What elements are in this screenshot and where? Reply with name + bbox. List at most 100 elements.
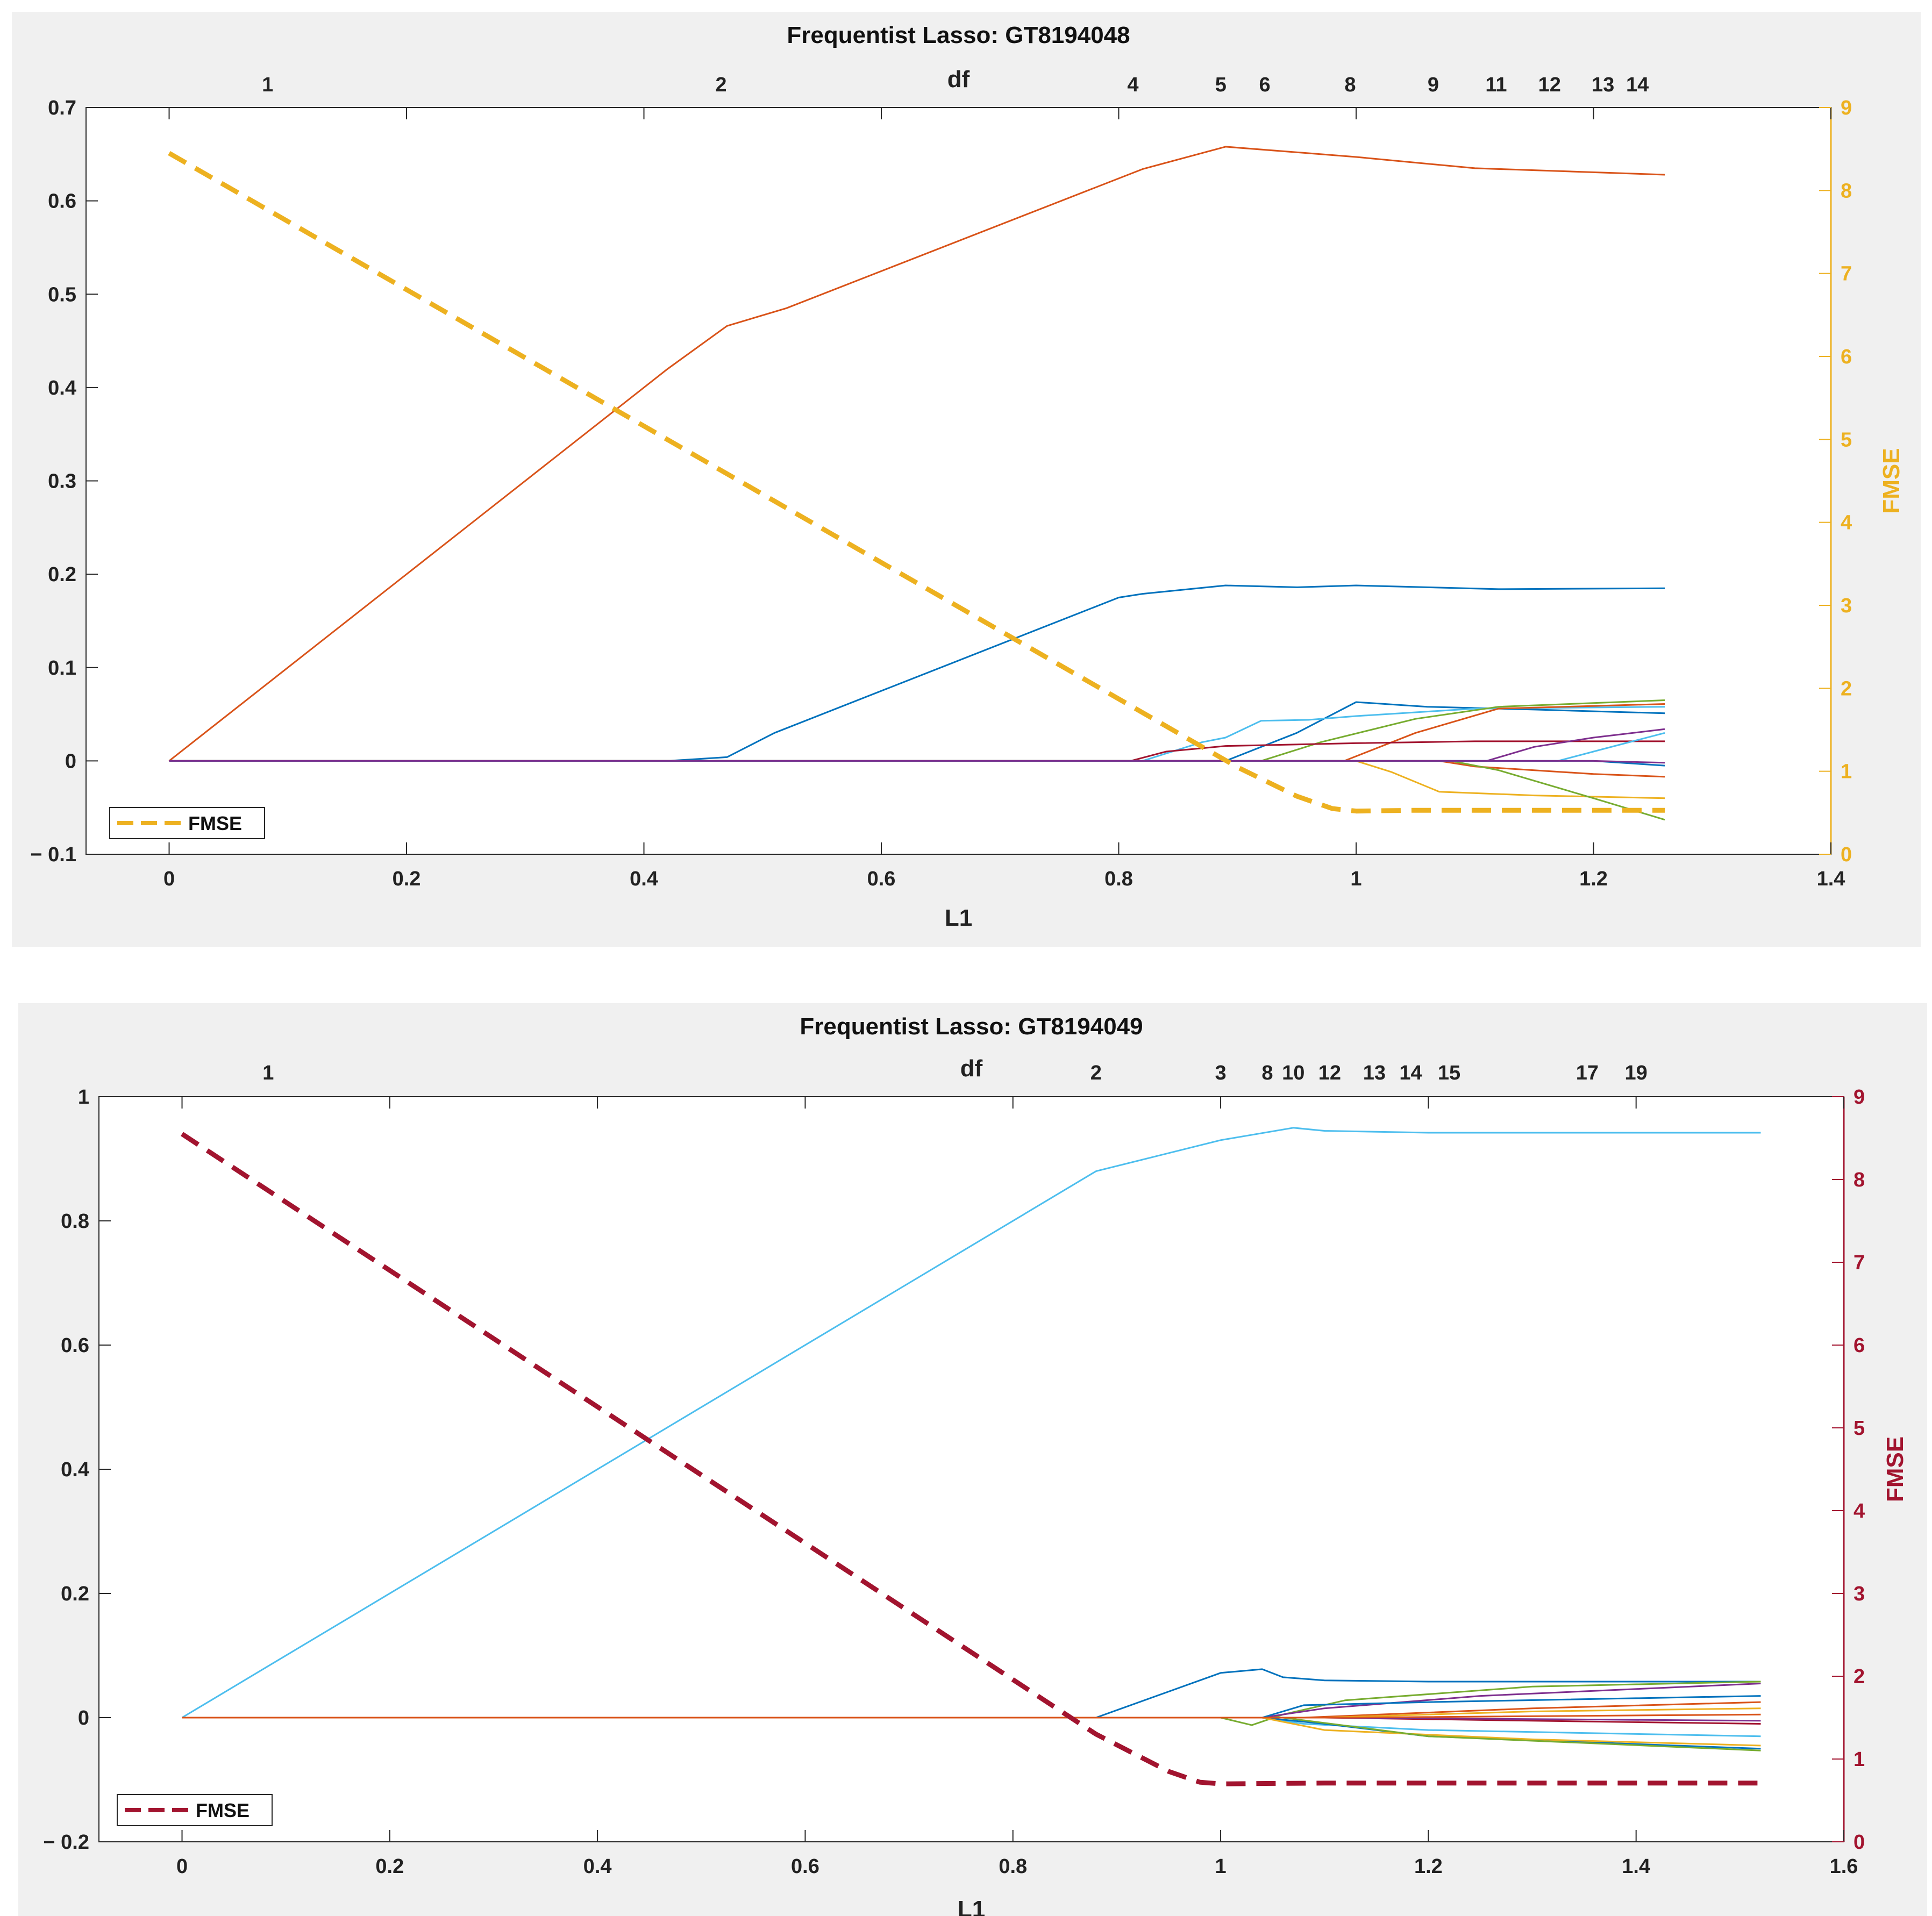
- chart-2-y2tick-label: 5: [1853, 1417, 1865, 1440]
- chart-1-xtick-label: 0.6: [867, 868, 896, 890]
- chart-1-xtick-label: 0.4: [630, 868, 658, 890]
- chart-1-coef-path-2: [169, 584, 1665, 762]
- chart-1-y2tick-label: 3: [1841, 595, 1852, 617]
- chart-panel-1: Frequentist Lasso: GT8194048 0 0.2 0.4 0.6 0.…: [12, 12, 1921, 947]
- chart-1-plot-area: [85, 107, 1831, 855]
- chart-1-legend-box: [109, 807, 265, 839]
- chart-2-df-tick-label: 2: [1090, 1062, 1102, 1084]
- chart-2-xtick-label: 1.6: [1830, 1855, 1858, 1878]
- chart-2-legend-label: FMSE: [196, 1799, 249, 1821]
- chart-1-ytick-label: 0.5: [48, 283, 76, 306]
- chart-2-xtick-label: 0.4: [583, 1855, 612, 1878]
- chart-1-ytick-label: − 0.1: [30, 843, 76, 866]
- chart-1-y2tick-label: 7: [1841, 263, 1852, 285]
- chart-2-df-tick-label: 3: [1215, 1062, 1227, 1084]
- chart-1-df-tick-label: 11: [1485, 74, 1507, 96]
- chart-1-xtick-label: 1: [1350, 868, 1361, 890]
- chart-1-coef-path-14: [169, 760, 1665, 764]
- chart-1-ytick-label: 0.1: [48, 657, 76, 680]
- chart-2-ytick-label: 0: [78, 1707, 89, 1729]
- chart-1-coefficient-paths: [168, 146, 1665, 821]
- chart-2-ytick-label: 0.6: [61, 1334, 89, 1357]
- chart-2-y2tick-label: 0: [1853, 1831, 1865, 1854]
- chart-1-title: Frequentist Lasso: GT8194048: [787, 22, 1130, 48]
- chart-2-y2tick-label: 8: [1853, 1169, 1865, 1191]
- chart-1-df-tick-label: 8: [1344, 74, 1356, 96]
- chart-2-df-tick-label: 15: [1438, 1062, 1460, 1084]
- chart-1-xtick-label: 1.2: [1579, 868, 1608, 890]
- chart-1-y2tick-label: 6: [1841, 346, 1852, 368]
- chart-1-df-tick-label: 2: [715, 74, 726, 96]
- chart-1-y2tick-label: 9: [1841, 97, 1852, 119]
- chart-2-ytick-label: 0.4: [61, 1459, 89, 1481]
- chart-1-coef-path-1: [168, 146, 1665, 762]
- chart-2-ytick-label: − 0.2: [43, 1831, 89, 1854]
- chart-1-y2tick-label: 4: [1841, 512, 1852, 534]
- chart-2-y2tick-label: 7: [1853, 1252, 1865, 1274]
- chart-2-fmse-line: [181, 1132, 1761, 1786]
- chart-1-df-tick-label: 12: [1538, 74, 1561, 96]
- chart-2-legend-box: [117, 1794, 273, 1826]
- chart-2-y2-axis-label: FMSE: [1882, 1436, 1908, 1502]
- chart-1-xtick-label: 0.8: [1104, 868, 1133, 890]
- chart-2-y2tick-label: 1: [1853, 1748, 1865, 1771]
- chart-2-df-label: df: [960, 1055, 983, 1082]
- chart-1-y2tick-label: 5: [1841, 428, 1852, 451]
- chart-2-plot-area: [98, 1096, 1844, 1842]
- chart-1-x-axis-label: L1: [945, 905, 972, 931]
- chart-2-ytick-label: 0.2: [61, 1583, 89, 1605]
- chart-2-df-tick-label: 13: [1363, 1062, 1386, 1084]
- chart-2-xtick-label: 0.2: [375, 1855, 404, 1878]
- chart-1-df-tick-label: 5: [1215, 74, 1227, 96]
- chart-1-df-tick-label: 13: [1592, 74, 1614, 96]
- chart-2-coefficient-paths: [181, 1127, 1761, 1751]
- chart-2-df-tick-label: 14: [1399, 1062, 1422, 1084]
- chart-2-coef-path-2: [182, 1668, 1761, 1719]
- chart-panel-2: Frequentist Lasso: GT8194049 0 0.2 0.4 0.6 0.…: [18, 1003, 1927, 1916]
- chart-1-legend-label: FMSE: [188, 812, 242, 834]
- chart-1-df-tick-label: 1: [262, 74, 273, 96]
- chart-1-coef-path-4: [169, 706, 1665, 762]
- chart-1-y2tick-label: 0: [1841, 843, 1852, 866]
- chart-1-xtick-label: 1.4: [1817, 868, 1845, 890]
- chart-1-df-tick-label: 9: [1428, 74, 1439, 96]
- chart-2-y2tick-label: 6: [1853, 1334, 1865, 1357]
- chart-2-df-tick-label: 17: [1576, 1062, 1599, 1084]
- chart-1-y2tick-label: 2: [1841, 677, 1852, 700]
- chart-2-svg: Frequentist Lasso: GT8194049 0 0.2 0.4 0.6 0.…: [43, 1013, 1908, 1916]
- chart-1-y2tick-label: 1: [1841, 761, 1852, 783]
- chart-1-ytick-label: 0.3: [48, 470, 76, 493]
- chart-1-ytick-label: 0: [65, 750, 76, 773]
- chart-2-df-tick-label: 8: [1261, 1062, 1273, 1084]
- chart-2-coef-path-14: [182, 1713, 1761, 1719]
- chart-1-df-label: df: [947, 66, 970, 92]
- chart-2-y2tick-label: 4: [1853, 1500, 1865, 1522]
- chart-1-ytick-label: 0.4: [48, 377, 76, 399]
- chart-1-df-tick-label: 6: [1259, 74, 1270, 96]
- chart-2-coef-path-1: [181, 1127, 1761, 1719]
- chart-2-title: Frequentist Lasso: GT8194049: [800, 1013, 1143, 1040]
- chart-1-y2-axis-label: FMSE: [1878, 448, 1905, 513]
- chart-2-y2tick-label: 2: [1853, 1665, 1865, 1688]
- chart-2-xtick-label: 0.8: [999, 1855, 1027, 1878]
- chart-2-xtick-label: 0.6: [791, 1855, 819, 1878]
- chart-2-df-tick-label: 1: [262, 1062, 274, 1084]
- chart-1-fmse-line: [168, 151, 1665, 814]
- chart-2-x-axis-label: L1: [958, 1896, 985, 1916]
- chart-1-ytick-label: 0.2: [48, 563, 76, 586]
- chart-2-ytick-label: 0.8: [61, 1210, 89, 1233]
- chart-1-df-tick-label: 4: [1127, 74, 1138, 96]
- chart-1-ytick-label: 0.7: [48, 97, 76, 119]
- chart-1-y2tick-label: 8: [1841, 180, 1852, 202]
- chart-2-df-tick-label: 19: [1625, 1062, 1648, 1084]
- chart-2-xtick-label: 0: [176, 1855, 188, 1878]
- chart-2-df-tick-label: 10: [1282, 1062, 1304, 1084]
- chart-2-ytick-label: 1: [78, 1086, 89, 1109]
- chart-2-xtick-label: 1.4: [1622, 1855, 1650, 1878]
- chart-1-ytick-label: 0.6: [48, 190, 76, 213]
- chart-2-xtick-label: 1: [1215, 1855, 1227, 1878]
- chart-2-xtick-label: 1.2: [1414, 1855, 1443, 1878]
- chart-1-xtick-label: 0: [163, 868, 175, 890]
- chart-2-y2tick-label: 3: [1853, 1583, 1865, 1605]
- chart-1-xtick-label: 0.2: [393, 868, 421, 890]
